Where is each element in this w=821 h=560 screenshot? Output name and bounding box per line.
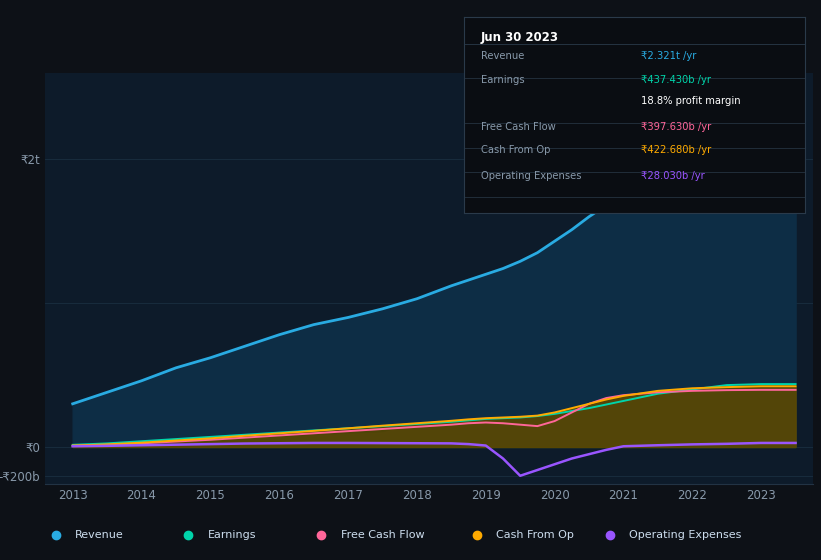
Text: ₹28.030b /yr: ₹28.030b /yr bbox=[641, 171, 704, 180]
Text: Free Cash Flow: Free Cash Flow bbox=[481, 122, 556, 132]
Text: Cash From Op: Cash From Op bbox=[497, 530, 575, 540]
Text: Jun 30 2023: Jun 30 2023 bbox=[481, 31, 559, 44]
Text: ₹422.680b /yr: ₹422.680b /yr bbox=[641, 145, 711, 155]
Text: Operating Expenses: Operating Expenses bbox=[629, 530, 741, 540]
Text: ₹397.630b /yr: ₹397.630b /yr bbox=[641, 122, 711, 132]
Text: Earnings: Earnings bbox=[208, 530, 256, 540]
Text: ₹2.321t /yr: ₹2.321t /yr bbox=[641, 51, 696, 61]
Text: Cash From Op: Cash From Op bbox=[481, 145, 550, 155]
Text: 18.8% profit margin: 18.8% profit margin bbox=[641, 96, 741, 106]
Text: Free Cash Flow: Free Cash Flow bbox=[341, 530, 424, 540]
Text: ₹437.430b /yr: ₹437.430b /yr bbox=[641, 74, 711, 85]
Text: Revenue: Revenue bbox=[76, 530, 124, 540]
Text: Earnings: Earnings bbox=[481, 74, 525, 85]
Text: Revenue: Revenue bbox=[481, 51, 525, 61]
Text: Operating Expenses: Operating Expenses bbox=[481, 171, 581, 180]
